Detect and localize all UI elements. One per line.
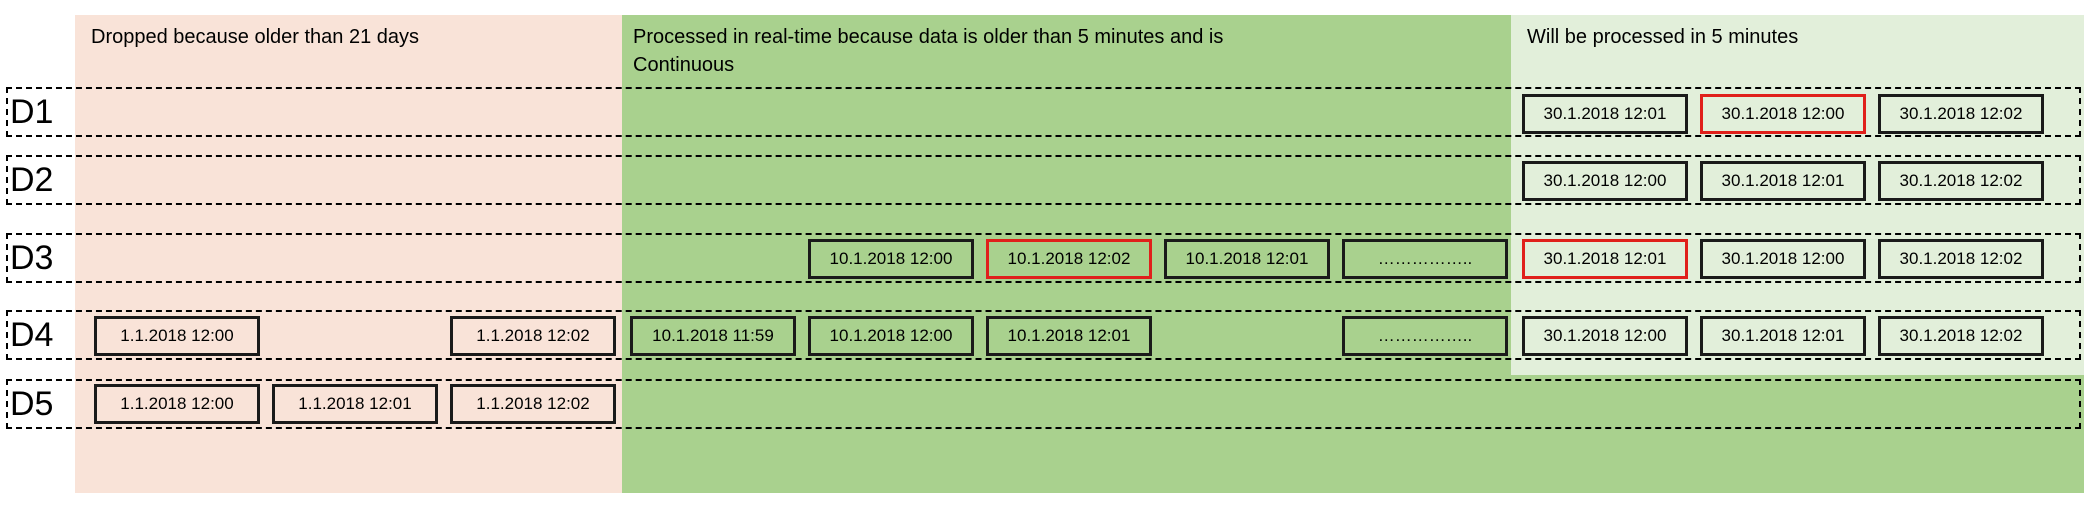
timestamp-box: 30.1.2018 12:02 [1878,94,2044,134]
row-label-d1: D1 [10,93,54,131]
timestamp-box: 30.1.2018 12:01 [1522,94,1688,134]
timestamp-box: 30.1.2018 12:00 [1522,316,1688,356]
ellipsis-box: …………….. [1342,239,1508,279]
timestamp-box: 10.1.2018 12:00 [808,239,974,279]
timestamp-box: 30.1.2018 12:01 [1700,316,1866,356]
row-label-d2: D2 [10,161,54,199]
timestamp-box: 10.1.2018 12:01 [986,316,1152,356]
timestamp-box: 1.1.2018 12:02 [450,384,616,424]
timestamp-box: 30.1.2018 12:01 [1522,239,1688,279]
future-zone-title: Will be processed in 5 minutes [1527,26,1799,48]
timestamp-box: 30.1.2018 12:00 [1700,94,1866,134]
timestamp-box: 1.1.2018 12:01 [272,384,438,424]
row-label-d4: D4 [10,316,54,354]
timestamp-box: 10.1.2018 12:01 [1164,239,1330,279]
timestamp-box: 30.1.2018 12:01 [1700,161,1866,201]
row-band-d5 [6,379,2081,429]
row-band-d2 [6,155,2081,205]
timestamp-box: 1.1.2018 12:00 [94,384,260,424]
timestamp-box: 10.1.2018 12:02 [986,239,1152,279]
timestamp-box: 10.1.2018 12:00 [808,316,974,356]
timestamp-box: 1.1.2018 12:02 [450,316,616,356]
ellipsis-box: …………….. [1342,316,1508,356]
realtime-zone-title-line2: Continuous [633,54,735,76]
row-label-d5: D5 [10,385,54,423]
timestamp-box: 30.1.2018 12:00 [1522,161,1688,201]
row-label-d3: D3 [10,239,54,277]
row-band-d3 [6,233,2081,283]
timestamp-box: 30.1.2018 12:02 [1878,316,2044,356]
timestamp-box: 30.1.2018 12:02 [1878,239,2044,279]
timestamp-box: 30.1.2018 12:00 [1700,239,1866,279]
timestamp-box: 10.1.2018 11:59 [630,316,796,356]
timestamp-box: 1.1.2018 12:00 [94,316,260,356]
timestamp-box: 30.1.2018 12:02 [1878,161,2044,201]
dropped-zone-title: Dropped because older than 21 days [91,26,420,48]
row-band-d1 [6,87,2081,137]
row-band-d4 [6,310,2081,360]
realtime-zone-title-line1: Processed in real-time because data is o… [633,26,1224,48]
